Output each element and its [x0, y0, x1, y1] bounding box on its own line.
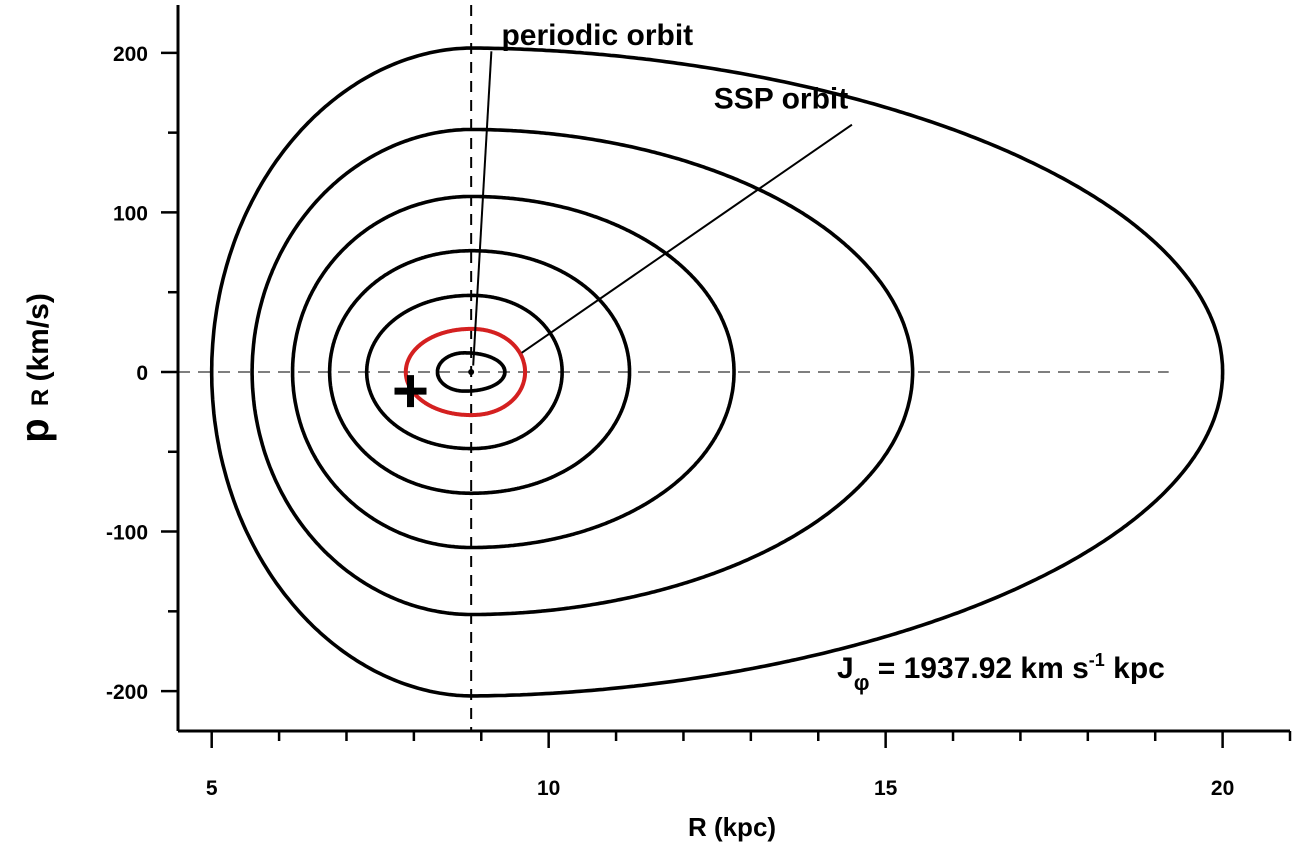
orbit-curve-4 [327, 248, 632, 496]
annotation-label-1: periodic orbit [501, 19, 693, 52]
annotation-leader-line-2 [521, 123, 853, 354]
jphi-unit: kpc [1105, 652, 1165, 685]
orbit-curve-7 [435, 351, 507, 393]
annotations: periodic orbit SSP orbit [472, 19, 853, 366]
x-tick-label-10: 10 [537, 777, 560, 800]
y-tick-label-100: 100 [113, 202, 148, 225]
y-axis-title-rest: (km/s) [22, 293, 55, 381]
x-tick-label-15: 15 [874, 777, 898, 800]
x-tick-label-20: 20 [1211, 777, 1234, 800]
annotation-leader-line-1 [472, 51, 493, 366]
jphi-subscript: φ [854, 670, 870, 695]
orbit-curve-1 [209, 46, 1225, 698]
y-tick-label-200: 200 [113, 43, 148, 66]
orbit-curve-6 [403, 326, 528, 418]
reference-lines [178, 5, 1169, 731]
jphi-exponent: -1 [1089, 650, 1105, 670]
orbit-curve-5 [364, 293, 564, 451]
y-axis-title-main: p [13, 418, 57, 442]
y-tick-label-0: 0 [136, 362, 148, 385]
annotation-label-2: SSP orbit [714, 83, 848, 116]
jphi-symbol: J [837, 652, 854, 685]
axes: 5 10 15 20 -200 -100 0 100 200 [106, 5, 1292, 800]
x-tick-label-5: 5 [206, 777, 218, 800]
y-axis-title: p R (km/s) [13, 293, 57, 443]
orbit-curve-2 [250, 127, 915, 617]
periodic-orbit-point [468, 368, 475, 375]
sun-position-marker [394, 375, 427, 408]
jphi-value: = 1937.92 km s [869, 652, 1088, 685]
orbit-curves [209, 46, 1225, 698]
orbit-curve-3 [290, 194, 736, 550]
y-tick-label--100: -100 [106, 522, 148, 545]
y-axis-title-subscript: R [27, 389, 54, 406]
jphi-label: Jφ = 1937.92 km s-1 kpc [837, 650, 1165, 695]
x-axis-title: R (kpc) [688, 812, 776, 842]
y-tick-label--200: -200 [106, 681, 148, 704]
